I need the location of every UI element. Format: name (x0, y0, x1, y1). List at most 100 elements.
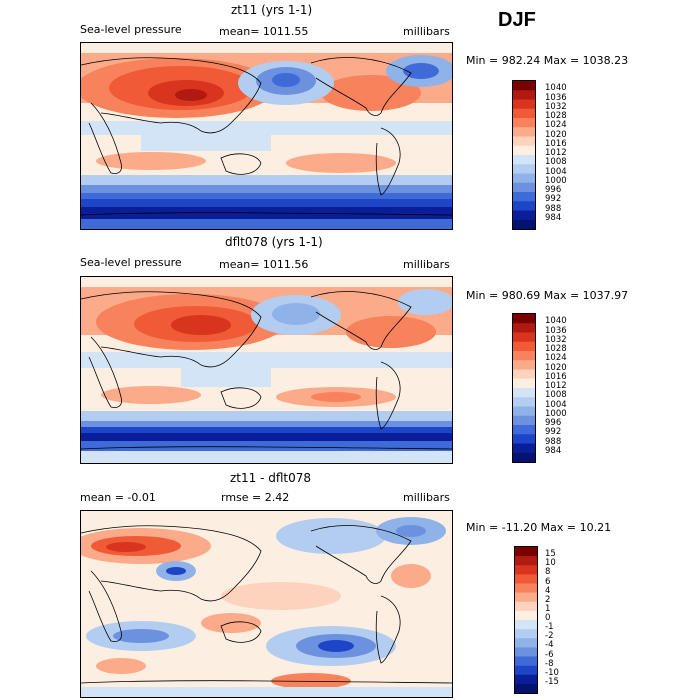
colorbar-swatch (513, 173, 535, 184)
panel3-colorbar-labels: 15 10 8 6 4 2 1 0 -1 -2 -4 -6 -8 -10 -15 (545, 546, 585, 692)
cb-tick-label: 1000 (545, 408, 567, 419)
colorbar-swatch (513, 210, 535, 221)
panel3-minmax: Min = -11.20 Max = 10.21 (466, 521, 612, 534)
panel1-map (80, 42, 453, 230)
panel3-units-label: millibars (403, 491, 450, 504)
cb-tick-label: 996 (545, 418, 562, 428)
colorbar-swatch (513, 360, 535, 370)
colorbar-swatch (515, 674, 537, 685)
pressure-field (181, 365, 271, 387)
pressure-field (272, 303, 320, 325)
panel1-title: zt11 (yrs 1-1) (231, 3, 313, 17)
colorbar-swatch (513, 434, 535, 444)
colorbar-swatch (513, 388, 535, 398)
cb-tick-label: 1000 (545, 175, 567, 186)
coastline-north-america (310, 291, 412, 350)
cb-tick-label: 1020 (545, 129, 567, 140)
pressure-field (81, 441, 452, 451)
cb-tick-label: 984 (545, 212, 562, 223)
cb-tick-label: 984 (545, 445, 562, 456)
coastline-eurasia (81, 291, 262, 368)
colorbar-swatch (515, 610, 537, 621)
colorbar-swatch (513, 406, 535, 417)
coastline-australia (220, 153, 262, 175)
coastline-south-america (375, 127, 401, 196)
cb-tick-label: 1032 (545, 334, 567, 345)
cb-tick-label: 988 (545, 203, 562, 214)
colorbar-swatch (513, 136, 535, 147)
panel1-variable-label: Sea-level pressure (80, 23, 182, 36)
colorbar-swatch (515, 574, 537, 584)
coastline-antarctica (81, 446, 452, 450)
colorbar-swatch (513, 118, 535, 128)
pressure-field (311, 392, 361, 402)
colorbar-swatch (513, 443, 535, 454)
cb-tick-label: 1 (545, 603, 551, 614)
pressure-field (81, 421, 452, 429)
coastlines (81, 57, 452, 216)
panel2-map (80, 276, 453, 464)
pressure-field (81, 433, 452, 443)
pressure-field (81, 219, 452, 229)
colorbar-swatch (513, 425, 535, 435)
coastline-antarctica (81, 680, 452, 684)
panel3-colorbar-svg (515, 547, 537, 694)
panel2-units-label: millibars (403, 258, 450, 271)
coastline-south-america (375, 361, 401, 430)
panel2-variable-label: Sea-level pressure (80, 256, 182, 269)
cb-tick-label: 1040 (545, 316, 567, 327)
panel3-title: zt11 - dflt078 (230, 471, 312, 485)
cb-tick-label: 1004 (545, 399, 567, 410)
difference-field (318, 640, 354, 652)
panel2-colorbar-svg (513, 314, 535, 463)
cb-tick-label: -2 (545, 631, 554, 642)
panel1-minmax: Min = 982.24 Max = 1038.23 (466, 54, 629, 67)
cb-tick-label: 2 (545, 594, 551, 605)
cb-tick-label: 1028 (545, 344, 567, 354)
panel1-colorbar-svg (513, 81, 535, 230)
colorbar-swatch (515, 638, 537, 648)
colorbar-swatch (515, 556, 537, 566)
cb-tick-label: 1032 (545, 101, 567, 112)
colorbar-swatch (515, 620, 537, 630)
pressure-field (81, 427, 452, 435)
colorbar-swatch (513, 323, 535, 333)
cb-tick-label: 988 (545, 436, 562, 447)
cb-tick-label: 1028 (545, 111, 567, 121)
coastline-africa (88, 336, 122, 408)
colorbar-swatch (515, 665, 537, 676)
difference-field (81, 687, 452, 697)
coastline-south-america (375, 595, 401, 664)
colorbar-swatch (513, 90, 535, 100)
difference-field (166, 567, 186, 575)
cb-tick-label: 1008 (545, 390, 567, 401)
panel2-colorbar-labels: 1040 1036 1032 1028 1024 1020 1016 1012 … (545, 313, 585, 461)
panel1-units-label: millibars (403, 25, 450, 38)
coastline-australia (220, 621, 262, 643)
cb-tick-label: 1024 (545, 120, 567, 131)
cb-tick-label: 1008 (545, 157, 567, 168)
pressure-field (81, 411, 452, 423)
colorbar-swatch (515, 583, 537, 593)
pressure-field (346, 316, 436, 348)
cb-tick-label: 1040 (545, 83, 567, 94)
coastline-antarctica (81, 212, 452, 216)
pressure-field (403, 63, 439, 79)
coastline-north-america (310, 525, 412, 584)
cb-tick-label: 0 (545, 613, 551, 623)
pressure-field (96, 152, 206, 170)
difference-field (106, 542, 146, 552)
panel3-map (80, 510, 453, 698)
panel2-map-svg (81, 277, 452, 463)
colorbar-swatch (513, 378, 535, 389)
colorbar-swatch (513, 108, 535, 119)
cb-tick-label: -6 (545, 649, 554, 660)
pressure-field (286, 153, 396, 173)
pressure-field (272, 73, 300, 87)
coastlines (81, 525, 452, 684)
panel2-mean-label: mean= 1011.56 (219, 258, 309, 271)
cb-tick-label: -1 (545, 622, 554, 633)
colorbar-swatch (515, 565, 537, 575)
cb-tick-label: 6 (545, 576, 551, 587)
coastline-eurasia (81, 57, 262, 134)
